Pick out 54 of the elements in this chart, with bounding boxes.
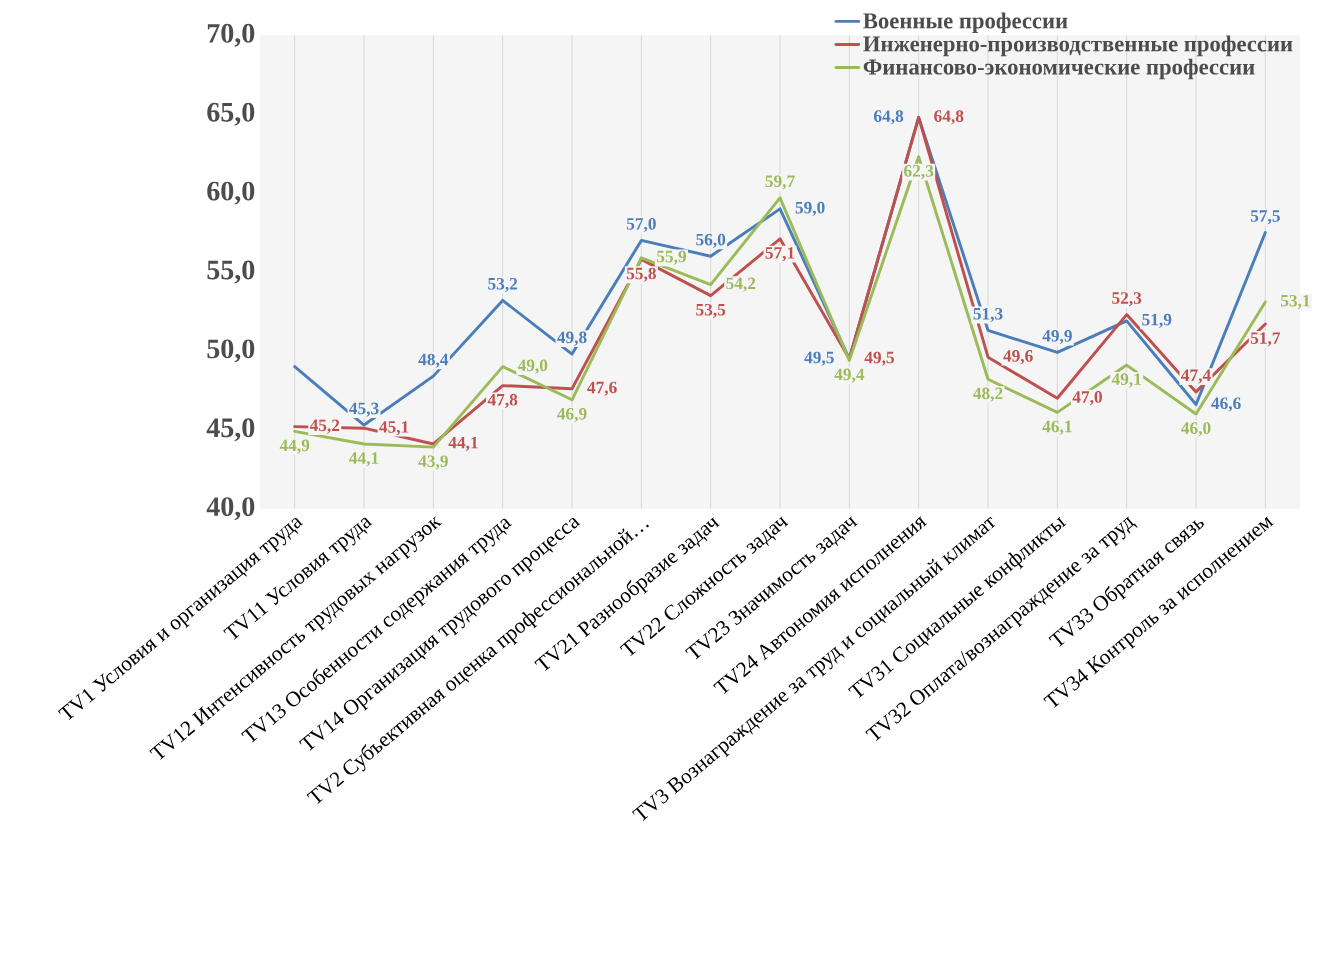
- y-tick-label: 65,0: [207, 102, 255, 126]
- data-label: 55,8: [626, 267, 656, 282]
- data-label: 55,9: [656, 250, 686, 265]
- data-label: 52,3: [1112, 292, 1142, 307]
- data-label: 64,8: [873, 110, 904, 125]
- data-label: 51,7: [1250, 332, 1281, 347]
- data-label: 49,4: [834, 368, 865, 383]
- data-label: 47,8: [487, 393, 518, 409]
- data-label: 53,1: [1280, 294, 1310, 310]
- data-label: 48,2: [973, 387, 1003, 402]
- data-label: 46,6: [1211, 397, 1241, 412]
- legend-label: Военные профессии: [863, 12, 1068, 34]
- data-label: 49,8: [557, 331, 587, 346]
- data-label: 47,6: [587, 381, 617, 396]
- y-tick-label: 45,0: [206, 418, 255, 442]
- legend-label: Инженерно-производственные профессии: [863, 35, 1293, 57]
- data-label: 49,5: [804, 351, 834, 366]
- y-tick-label: 55,0: [207, 260, 255, 284]
- data-label: 57,5: [1250, 210, 1280, 225]
- data-label: 49,5: [864, 351, 894, 366]
- y-tick-label: 70,0: [207, 23, 255, 47]
- data-label: 53,5: [696, 303, 726, 319]
- data-label: 56,0: [696, 233, 726, 248]
- data-label: 59,7: [765, 175, 795, 190]
- data-label: 51,3: [973, 307, 1003, 323]
- data-label: 46,0: [1181, 422, 1211, 437]
- data-label: 46,9: [557, 408, 587, 423]
- data-label: 49,0: [517, 359, 548, 374]
- data-label: 49,6: [1003, 350, 1033, 365]
- data-label: 44,1: [448, 436, 478, 452]
- data-label: 57,1: [765, 247, 795, 262]
- data-label: 46,1: [1042, 420, 1072, 435]
- data-label: 49,9: [1042, 330, 1072, 345]
- data-label: 45,2: [309, 419, 340, 434]
- data-label: 48,4: [418, 353, 449, 368]
- y-tick-label: 50,0: [207, 339, 255, 363]
- data-label: 53,2: [488, 277, 518, 293]
- legend-label: Финансово-экономические профессии: [863, 58, 1255, 80]
- data-label: 54,2: [726, 277, 756, 292]
- data-label: 59,0: [795, 201, 825, 216]
- data-label: 62,3: [904, 165, 934, 180]
- y-tick-label: 60,0: [207, 181, 255, 205]
- data-label: 47,0: [1072, 391, 1102, 406]
- data-label: 44,1: [349, 452, 379, 467]
- data-label: 64,8: [934, 110, 964, 125]
- data-label: 49,1: [1111, 373, 1141, 388]
- data-label: 57,0: [626, 217, 656, 233]
- data-label: 43,9: [418, 455, 448, 470]
- data-label: 45,1: [379, 421, 409, 436]
- y-tick-label: 40,0: [206, 497, 255, 521]
- data-label: 44,9: [279, 439, 310, 454]
- data-label: 47,4: [1181, 369, 1211, 384]
- data-label: 45,3: [349, 402, 379, 417]
- data-label: 51,9: [1142, 313, 1172, 328]
